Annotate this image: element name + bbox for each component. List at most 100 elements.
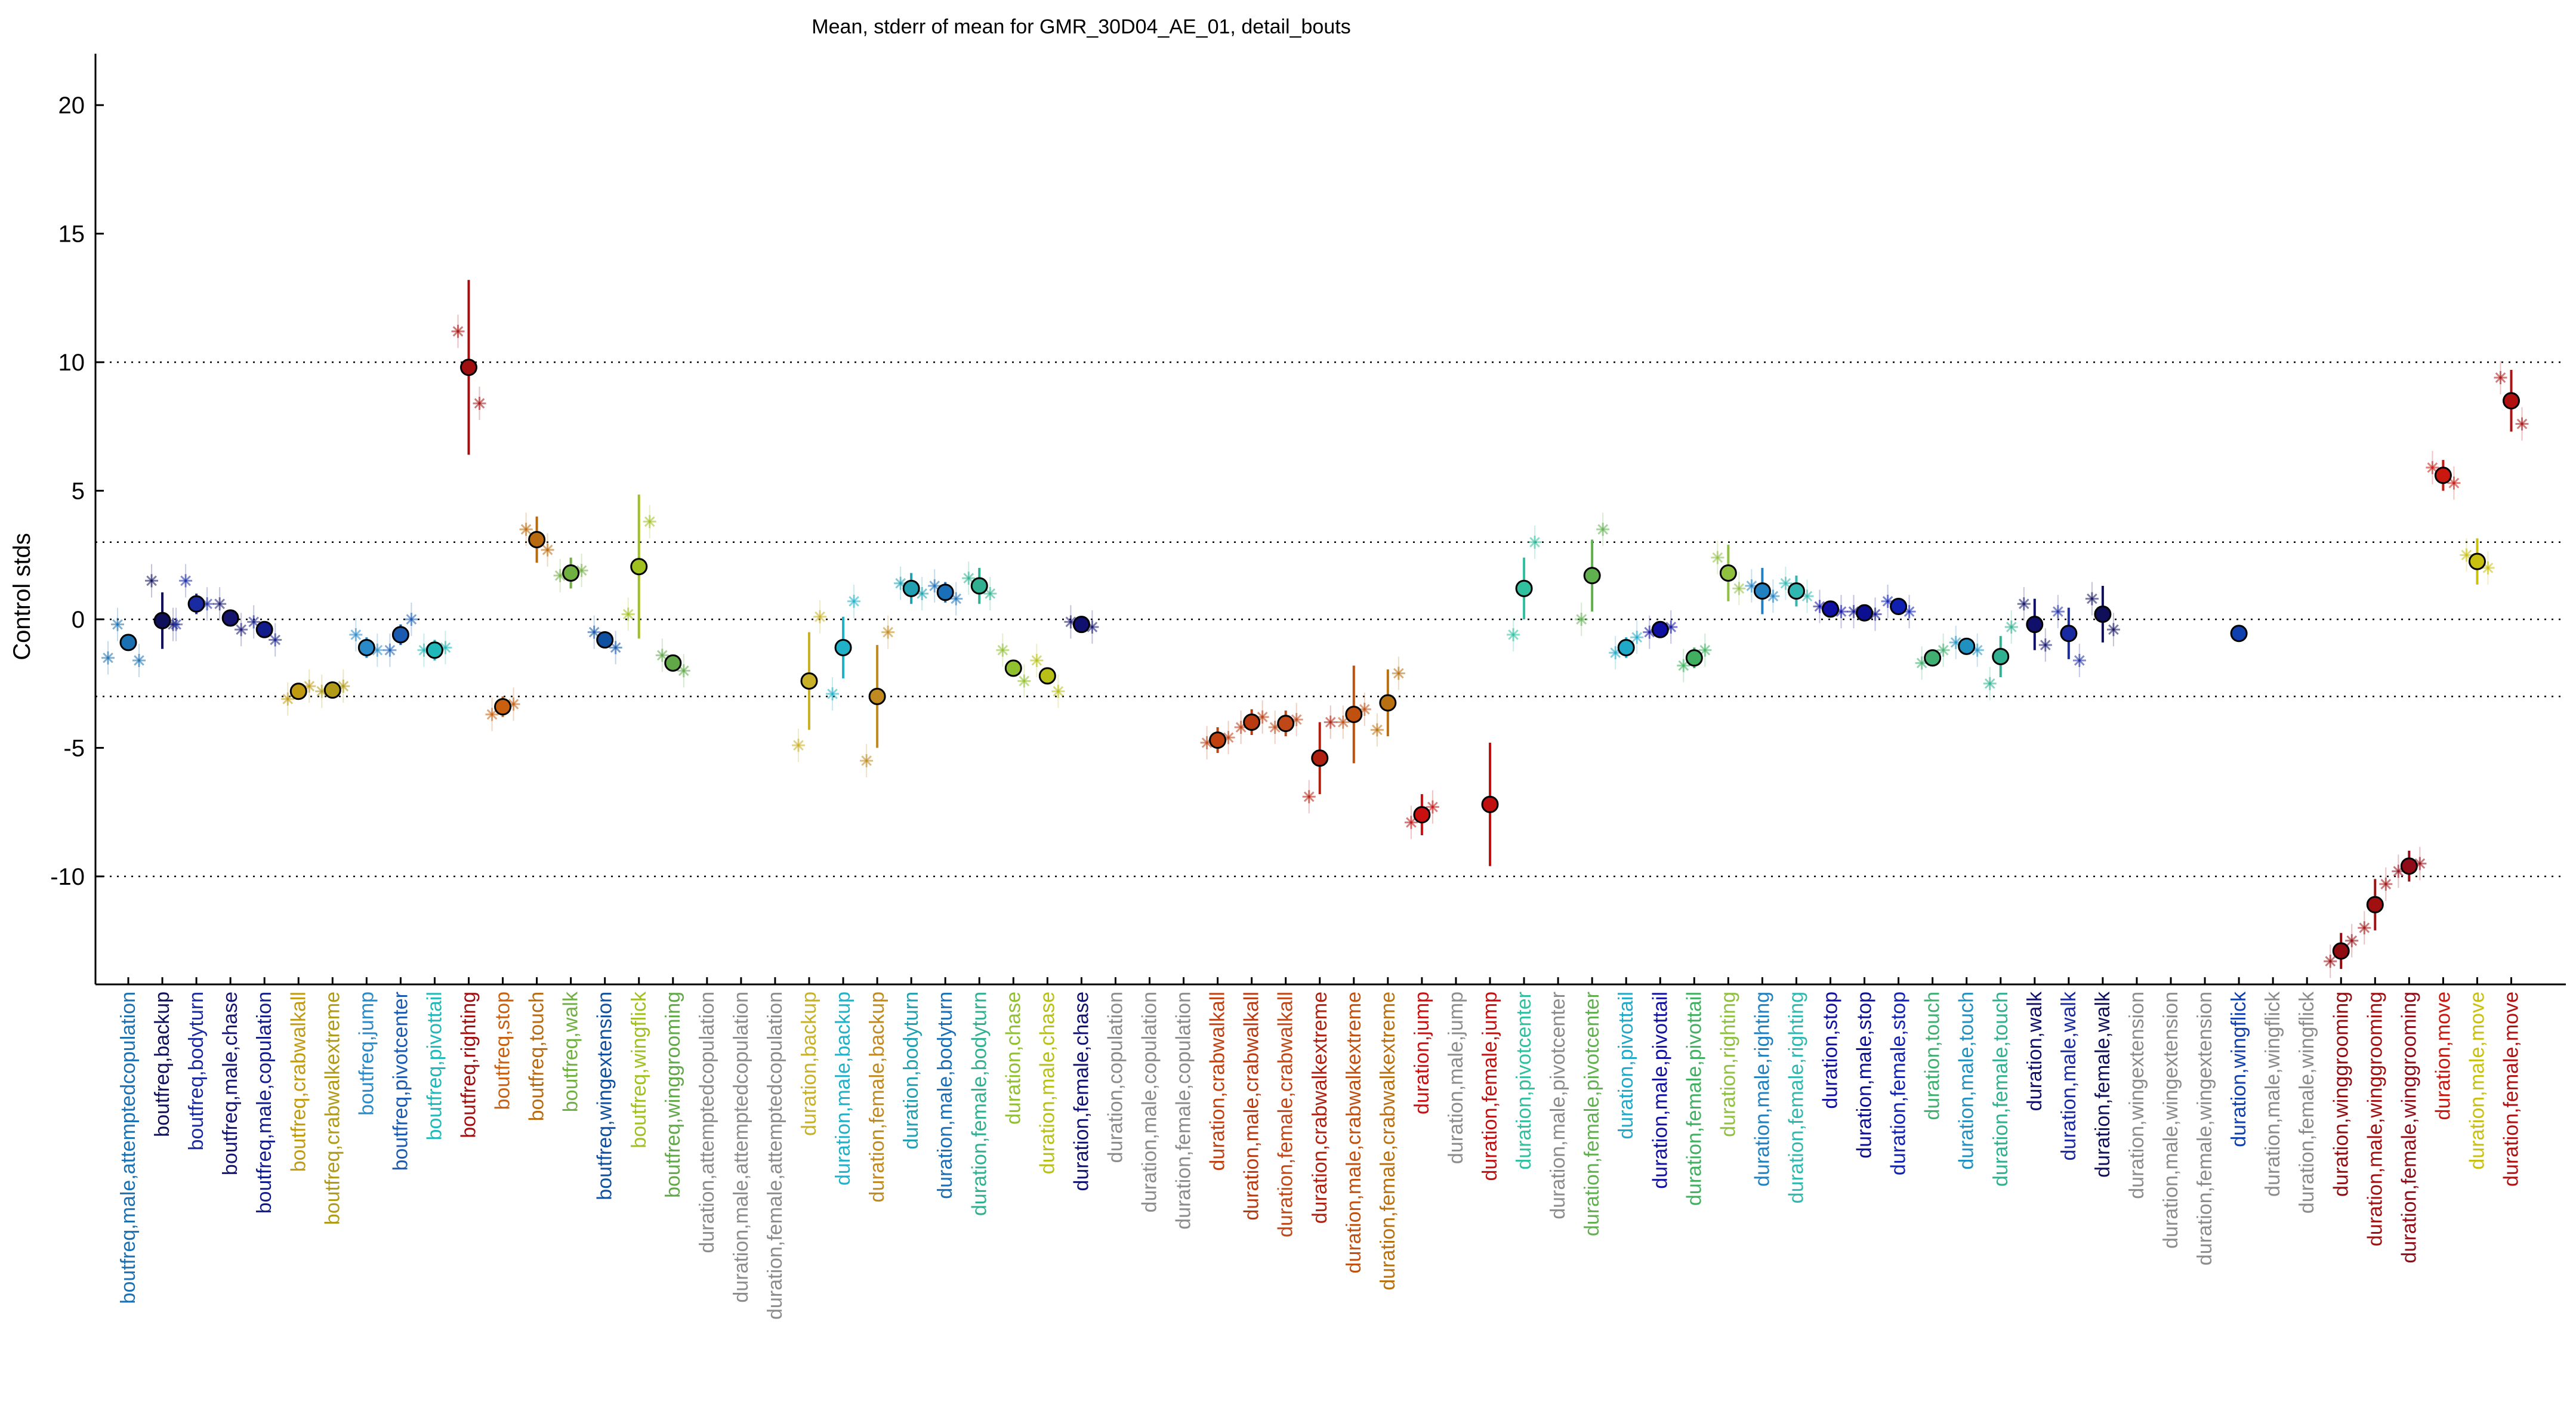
x-tick-label: duration,female,walk (2091, 991, 2114, 1178)
x-tick-label: duration,male,walk (2057, 991, 2080, 1160)
replicate-marker (2358, 911, 2371, 945)
x-tick-label: duration,male,backup (832, 992, 854, 1185)
mean-point (2468, 552, 2486, 570)
replicate-marker (2481, 551, 2495, 585)
mean-point (2026, 616, 2044, 634)
replicate-marker (2494, 360, 2507, 394)
data-marks (101, 280, 2529, 978)
x-tick-label: duration,male,wingextension (2159, 992, 2182, 1249)
x-tick-label: duration,male,attemptedcopulation (730, 992, 752, 1303)
replicate-marker (847, 584, 861, 618)
x-tick-label: boutfreq,righting (458, 992, 480, 1138)
replicate-marker (132, 644, 146, 678)
replicate-marker (1711, 541, 1724, 575)
x-tick-label: duration,female,stop (1887, 992, 1910, 1175)
replicate-marker (1936, 633, 1950, 667)
mean-point (1753, 582, 1771, 600)
x-tick-label: duration,crabwalkall (1207, 992, 1229, 1171)
replicate-marker (1575, 603, 1588, 637)
x-tick-label: duration,male,jump (1445, 992, 1467, 1164)
replicate-marker (949, 582, 963, 616)
mean-point (425, 641, 443, 659)
mean-point (1277, 715, 1295, 733)
y-tick-label: 20 (58, 92, 85, 119)
mean-point (460, 359, 477, 376)
replicate-marker (2426, 450, 2439, 484)
replicate-marker (269, 623, 282, 657)
replicate-marker (996, 633, 1010, 667)
y-axis-label: Control stds (9, 533, 35, 660)
x-tick-label: boutfreq,stop (492, 992, 514, 1110)
mean-point (936, 583, 954, 601)
mean-point (119, 634, 137, 651)
mean-point (1481, 795, 1499, 813)
x-tick-label: duration,male,copulation (1139, 992, 1161, 1212)
replicate-marker (962, 561, 976, 595)
mean-point (1209, 731, 1227, 749)
replicate-marker (792, 728, 805, 762)
replicate-marker (519, 512, 533, 546)
replicate-marker (1677, 648, 1690, 683)
x-tick-label: duration,wingextension (2125, 992, 2148, 1199)
x-tick-label: duration,female,crabwalkall (1275, 992, 1297, 1237)
mean-point (902, 579, 920, 597)
x-tick-label: duration,male,pivottail (1649, 992, 1671, 1189)
replicate-marker (1630, 620, 1644, 654)
replicate-marker (2072, 644, 2086, 678)
replicate-marker (1017, 664, 1031, 698)
mean-point (1515, 579, 1533, 597)
replicate-marker (2106, 613, 2120, 647)
mean-point (1890, 598, 1908, 616)
x-tick-label: boutfreq,bodyturn (185, 992, 208, 1151)
x-tick-label: duration,bodyturn (900, 992, 923, 1150)
x-tick-label: duration,attemptedcopulation (696, 992, 718, 1253)
replicate-marker (1596, 512, 1610, 546)
mean-point (596, 631, 614, 649)
x-tick-label: duration,female,wingflick (2296, 991, 2318, 1213)
mean-point (221, 609, 239, 627)
replicate-marker (169, 607, 183, 641)
mean-point (1719, 564, 1737, 582)
replicate-marker (101, 641, 115, 675)
mean-point (2332, 942, 2350, 960)
replicate-marker (145, 564, 159, 598)
x-tick-label: duration,walk (2023, 991, 2046, 1111)
replicate-marker (2515, 407, 2529, 441)
replicate-marker (2051, 595, 2065, 629)
replicate-marker (179, 564, 193, 598)
mean-point (357, 638, 375, 656)
replicate-marker (111, 607, 124, 641)
replicate-marker (655, 638, 669, 672)
replicate-marker (677, 654, 690, 688)
x-tick-label: duration,crabwalkextreme (1309, 992, 1331, 1224)
x-tick-label: duration,male,pivotcenter (1547, 992, 1569, 1219)
mean-point (664, 654, 682, 672)
x-tick-label: boutfreq,walk (560, 991, 582, 1112)
mean-point (1004, 659, 1022, 677)
mean-point (868, 687, 886, 705)
y-tick-label: 15 (58, 221, 85, 248)
mean-point (1413, 806, 1431, 824)
replicate-marker (860, 744, 874, 778)
replicate-marker (1426, 790, 1439, 824)
replicate-marker (1507, 617, 1520, 651)
replicate-marker (2038, 628, 2052, 662)
replicate-marker (1392, 656, 1405, 690)
replicate-marker (1698, 633, 1712, 667)
y-tick-label: 5 (72, 478, 85, 505)
replicate-marker (1779, 566, 1793, 600)
replicate-marker (2085, 582, 2099, 616)
mean-point (1583, 567, 1601, 585)
replicate-marker (983, 576, 997, 610)
mean-point (1856, 604, 1874, 622)
mean-point (1822, 600, 1839, 618)
replicate-marker (1528, 525, 1542, 559)
x-tick-label: duration,female,attemptedcopulation (764, 992, 786, 1320)
replicate-marker (405, 603, 418, 637)
axes (94, 54, 2566, 986)
x-tick-label: boutfreq,crabwalkall (287, 992, 310, 1172)
x-tick-label: boutfreq,backup (151, 992, 174, 1137)
replicate-marker (2017, 587, 2031, 621)
replicate-marker (1813, 589, 1827, 623)
x-tick-label: duration,move (2432, 992, 2454, 1120)
